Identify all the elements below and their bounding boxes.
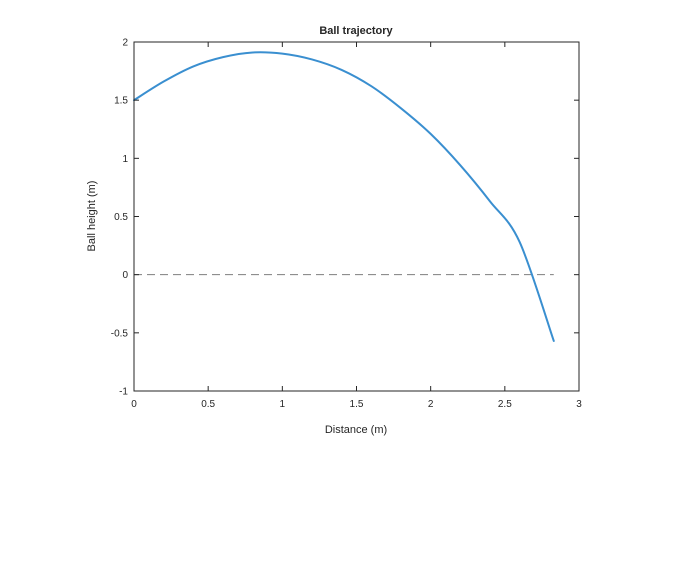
x-tick-label: 0.5 — [201, 399, 215, 410]
y-tick-label: 0.5 — [114, 212, 128, 223]
y-tick-label: 0 — [122, 270, 128, 281]
x-tick-label: 1 — [280, 399, 286, 410]
trajectory-line-series-0 — [133, 51, 555, 342]
x-tick-label: 1.5 — [350, 399, 364, 410]
y-tick-label: -1 — [119, 387, 128, 398]
x-axis-ticks: 0 0.5 1 1.5 2 2.5 3 — [131, 42, 582, 410]
axes-box — [133, 41, 580, 392]
x-tick-label: 2 — [428, 399, 434, 410]
x-tick-label: 0 — [131, 399, 137, 410]
y-tick-label: 1.5 — [114, 96, 128, 107]
y-tick-label: 2 — [122, 38, 128, 49]
x-tick-label: 2.5 — [498, 399, 512, 410]
chart-title: Ball trajectory — [319, 25, 393, 37]
x-axis-label: Distance (m) — [325, 424, 387, 436]
y-axis-ticks: -1 -0.5 0 0.5 1 1.5 2 — [111, 38, 579, 398]
y-tick-label: -0.5 — [111, 328, 129, 339]
x-tick-label: 3 — [576, 399, 582, 410]
y-axis-label: Ball height (m) — [86, 181, 98, 252]
plot-layer — [133, 51, 555, 342]
y-tick-label: 1 — [122, 154, 128, 165]
